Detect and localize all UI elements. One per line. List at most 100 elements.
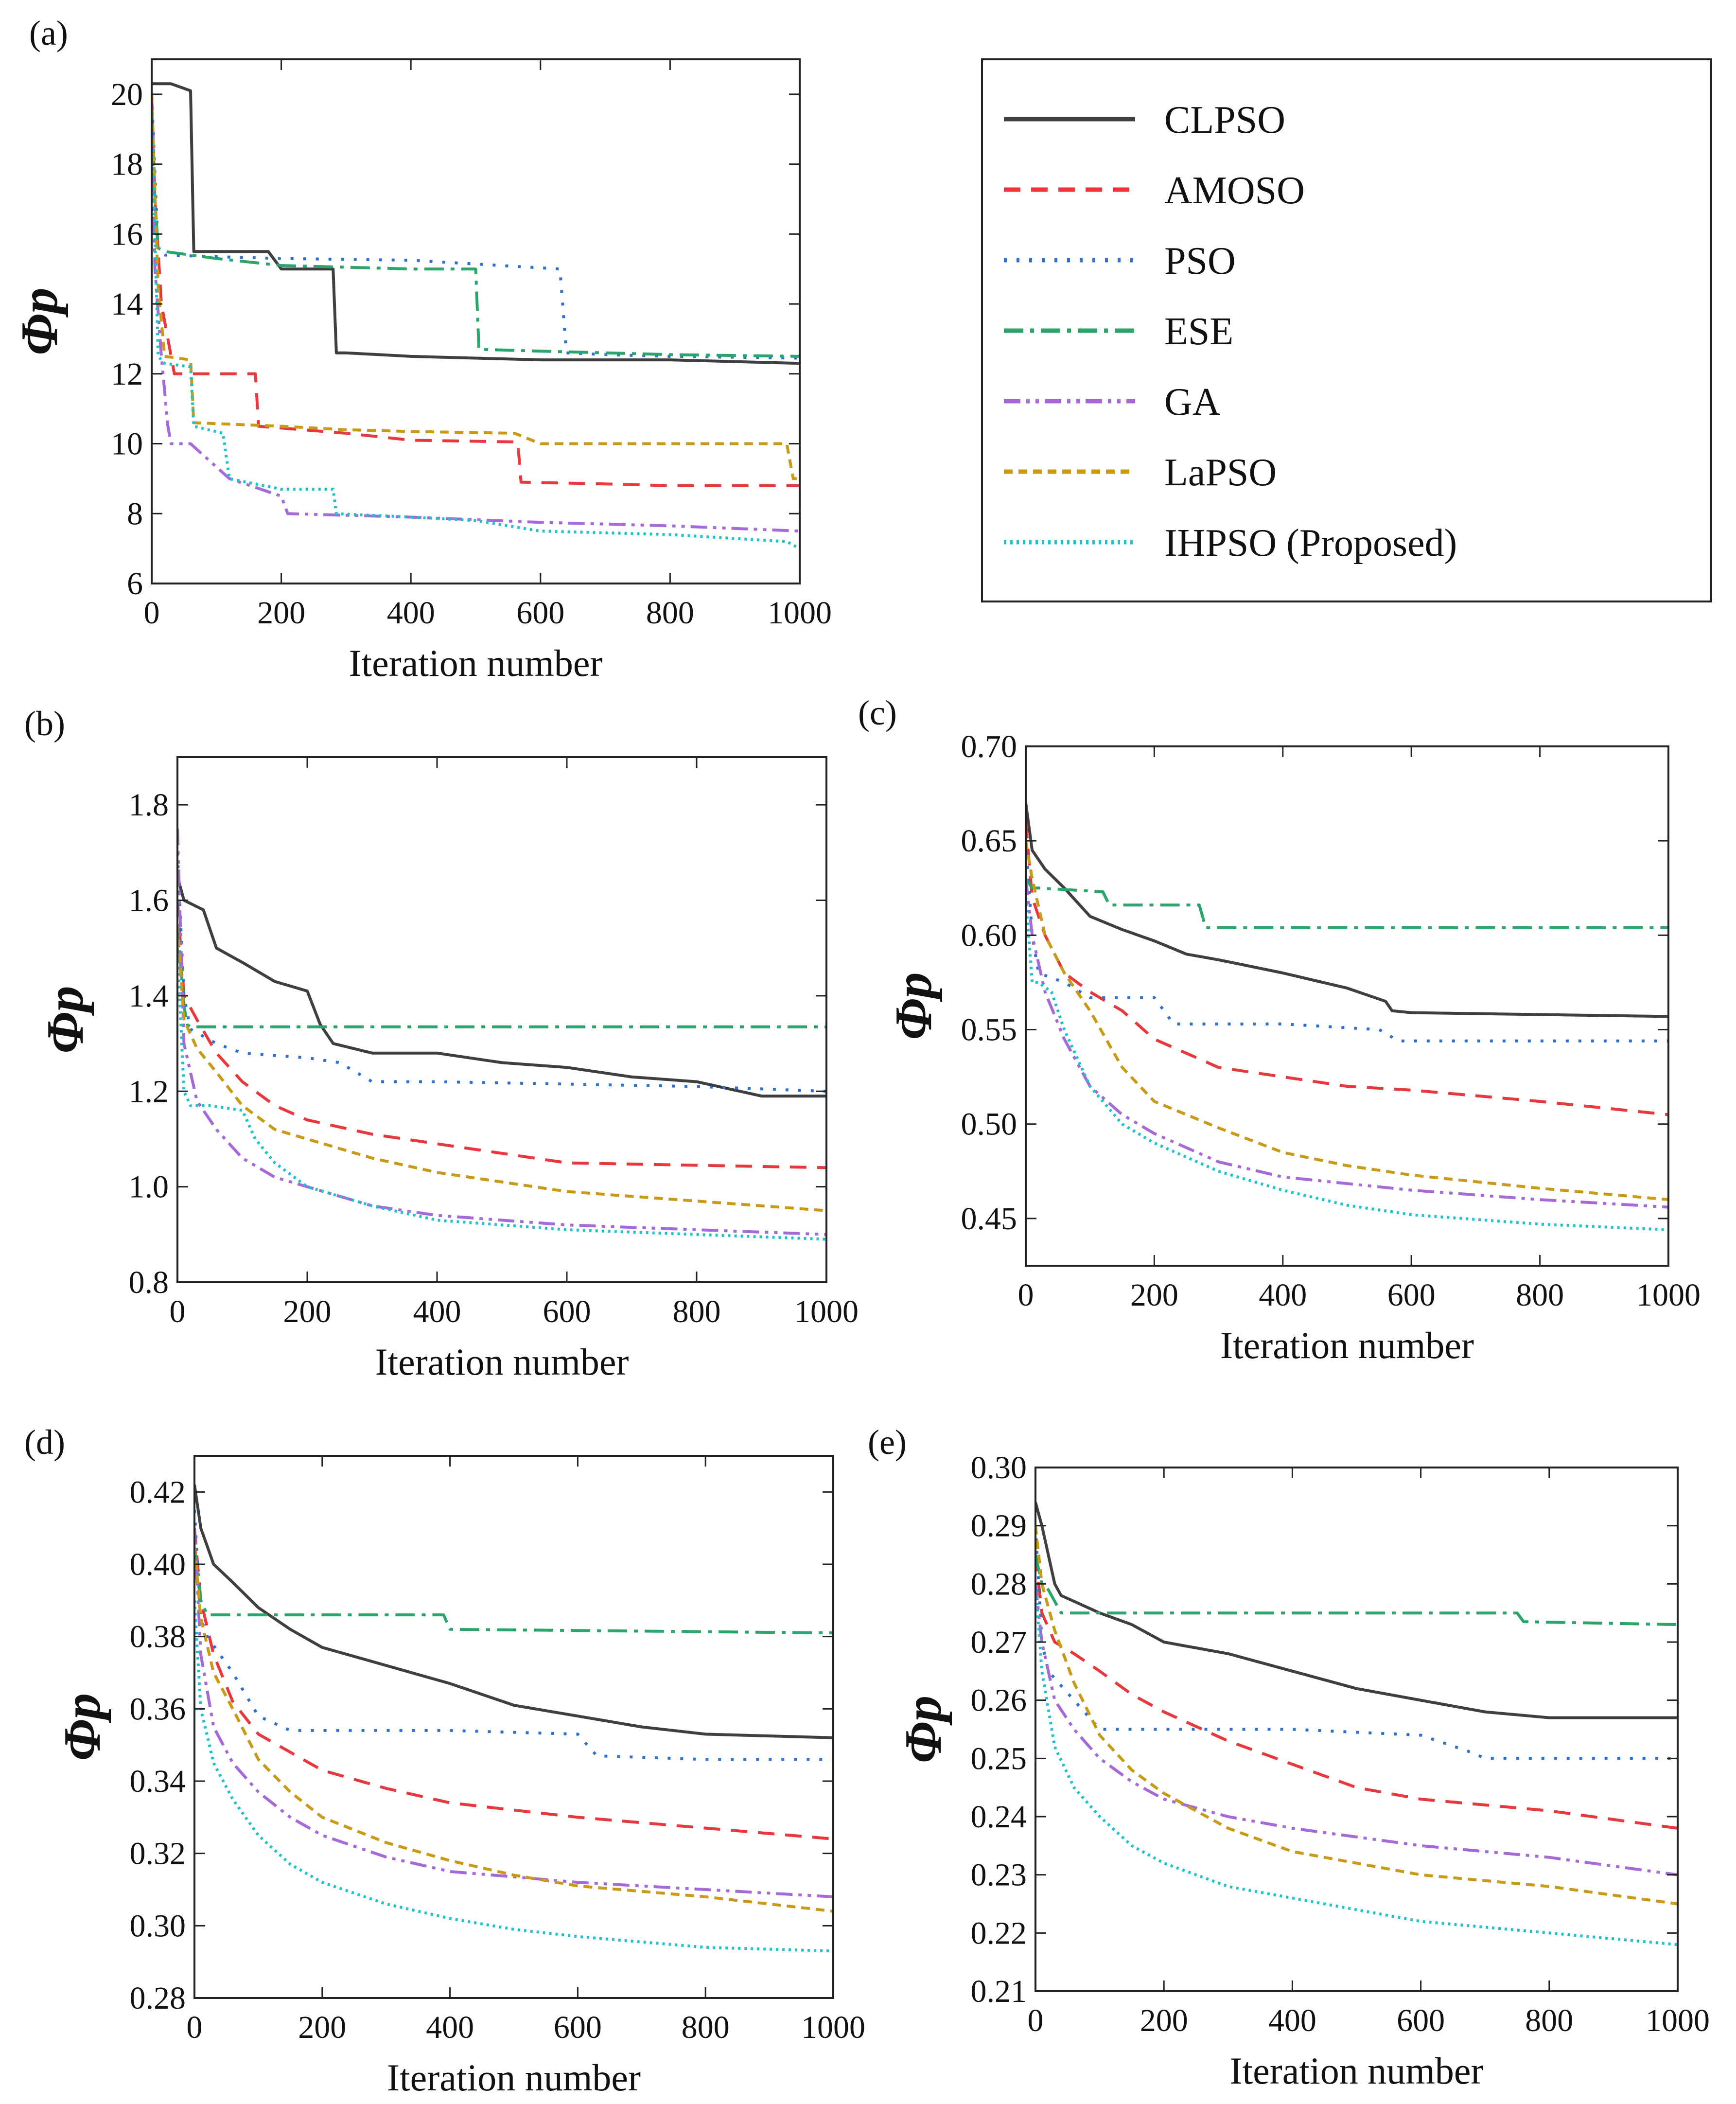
series-line-lapso [177, 924, 826, 1212]
x-tick-label: 200 [1130, 1277, 1178, 1313]
x-tick-label: 800 [1525, 2003, 1573, 2038]
panel-label: (c) [858, 693, 897, 732]
panel-label: (a) [29, 14, 68, 53]
y-tick-label: 0.55 [961, 1012, 1017, 1048]
x-tick-label: 1000 [794, 1294, 859, 1329]
x-tick-label: 0 [144, 595, 160, 631]
x-tick-label: 400 [1259, 1277, 1307, 1313]
x-axis-title: Iteration number [349, 642, 603, 684]
legend-label: AMOSO [1164, 169, 1305, 212]
y-axis-title: Φp [11, 287, 69, 355]
x-tick-label: 1000 [768, 595, 832, 631]
y-tick-label: 1.2 [129, 1074, 169, 1109]
legend-label: PSO [1164, 240, 1236, 283]
series-line-lapso [152, 94, 800, 480]
series-line-ihpso [1035, 1584, 1678, 1946]
y-tick-label: 0.22 [971, 1915, 1027, 1951]
x-tick-label: 400 [413, 1294, 461, 1329]
y-tick-label: 0.34 [130, 1764, 186, 1799]
series-line-ihpso [1026, 897, 1668, 1232]
series-line-ihpso [152, 111, 800, 550]
y-tick-label: 16 [111, 216, 143, 252]
series-line-pso [194, 1510, 833, 1761]
x-tick-label: 600 [516, 595, 564, 631]
x-tick-label: 400 [426, 2010, 474, 2045]
plot-frame [176, 756, 827, 1283]
series-line-clpso [152, 82, 800, 365]
series-line-lapso [1026, 840, 1668, 1202]
x-tick-label: 800 [646, 595, 694, 631]
y-axis-title: Φp [885, 972, 943, 1040]
series-line-pso [1035, 1525, 1678, 1760]
y-tick-label: 1.8 [129, 787, 169, 823]
series-line-ihpso [194, 1600, 833, 1953]
series-line-lapso [1035, 1525, 1678, 1906]
x-tick-label: 0 [1028, 2003, 1044, 2038]
x-axis-title: Iteration number [1230, 2050, 1484, 2092]
legend-label: LaPSO [1164, 451, 1277, 494]
y-tick-label: 0.29 [971, 1508, 1027, 1544]
chart-panel-2: 0 200 400 600 800 1000 0.8 1.0 1.2 1.4 1.6 1.8 Itera… [24, 704, 859, 1383]
legend-item: AMOSO [1004, 169, 1305, 212]
panels: 0 200 400 600 800 1000 6 8 10 12 14 16 18 20 Iteration… [11, 14, 1710, 2099]
y-tick-label: 20 [111, 77, 143, 112]
x-tick-label: 200 [1140, 2003, 1188, 2038]
chart-panel-5: 0 200 400 600 800 1000 0.21 0.22 0.23 0.24 0.25 0.2… [868, 1423, 1710, 2092]
series-line-ga [177, 829, 826, 1236]
y-tick-label: 0.40 [130, 1547, 186, 1582]
panel-label: (b) [24, 704, 65, 743]
y-tick-label: 0.23 [971, 1857, 1027, 1893]
x-tick-label: 1000 [1646, 2003, 1710, 2038]
series-line-ga [152, 94, 800, 533]
plot-frame [1025, 745, 1669, 1267]
x-tick-label: 600 [554, 2010, 602, 2045]
series-line-clpso [1035, 1502, 1678, 1719]
chart-panel-1: 0 200 400 600 800 1000 6 8 10 12 14 16 18 20 Iteration… [11, 14, 832, 684]
legend-label: CLPSO [1164, 99, 1285, 141]
y-tick-label: 0.65 [961, 823, 1017, 859]
y-tick-label: 0.24 [971, 1799, 1027, 1835]
y-tick-label: 0.26 [971, 1683, 1027, 1718]
y-tick-label: 18 [111, 147, 143, 182]
y-tick-label: 0.42 [130, 1474, 186, 1510]
chart-panel-3: 0 200 400 600 800 1000 0.45 0.50 0.55 0.60 0.65 0.7… [858, 693, 1701, 1366]
series-line-ihpso [177, 948, 826, 1241]
x-tick-label: 600 [1387, 1277, 1436, 1313]
x-tick-label: 0 [170, 1294, 186, 1329]
legend-label: GA [1164, 381, 1221, 424]
series-line-clpso [1026, 803, 1668, 1018]
series-line-pso [152, 94, 800, 360]
y-tick-label: 1.0 [129, 1169, 169, 1205]
plot-frame [1035, 1467, 1679, 1992]
x-tick-label: 800 [673, 1294, 721, 1329]
x-tick-label: 1000 [801, 2010, 865, 2045]
y-tick-label: 0.70 [961, 729, 1017, 764]
panel-label: (d) [24, 1423, 65, 1462]
series-line-ese [152, 146, 800, 358]
plot-frame [193, 1455, 834, 1999]
legend-box [981, 58, 1712, 602]
y-tick-label: 6 [127, 566, 143, 601]
legend-item: ESE [1004, 310, 1233, 353]
x-tick-label: 200 [298, 2010, 346, 2045]
series-line-ese [1026, 878, 1668, 929]
y-tick-label: 0.32 [130, 1836, 186, 1872]
series-line-amoso [1026, 822, 1668, 1116]
y-tick-label: 0.50 [961, 1107, 1017, 1142]
legend-item: IHPSO (Proposed) [1004, 522, 1457, 565]
y-tick-label: 0.21 [971, 1974, 1027, 2009]
series-line-ese [177, 924, 826, 1028]
y-tick-label: 1.6 [129, 883, 169, 919]
chart-panel-4: 0 200 400 600 800 1000 0.28 0.30 0.32 0.34 0.36 0.3… [24, 1423, 865, 2099]
x-tick-label: 800 [682, 2010, 730, 2045]
x-tick-label: 200 [257, 595, 305, 631]
series-line-amoso [1035, 1555, 1678, 1830]
y-tick-label: 0.27 [971, 1625, 1027, 1660]
y-tick-label: 12 [111, 356, 143, 392]
legend: CLPSO AMOSO PSO ESE GA LaPSO IHPSO (Proposed) [981, 58, 1712, 602]
legend-item: CLPSO [1004, 99, 1285, 141]
y-tick-label: 0.28 [971, 1566, 1027, 1602]
y-tick-label: 0.45 [961, 1201, 1017, 1237]
y-tick-label: 0.30 [130, 1908, 186, 1944]
